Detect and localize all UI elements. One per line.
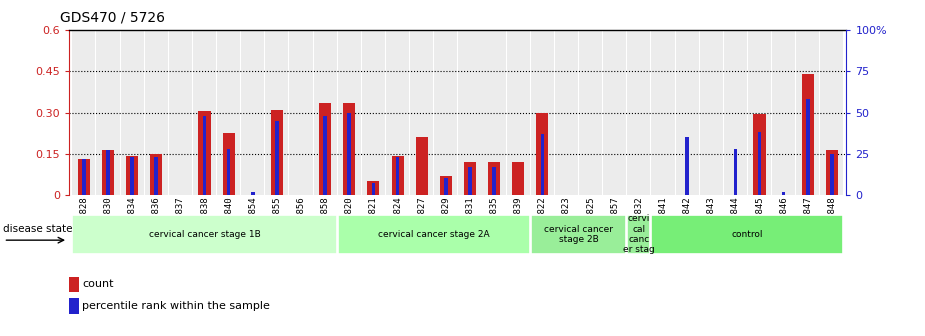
Bar — [199, 111, 211, 195]
Bar — [758, 132, 761, 195]
Bar — [531, 30, 554, 195]
Bar — [444, 178, 448, 195]
Bar — [227, 149, 230, 195]
Bar — [223, 133, 235, 195]
Bar — [464, 162, 476, 195]
Bar — [120, 30, 143, 195]
Text: disease state: disease state — [4, 223, 73, 234]
Bar — [468, 167, 472, 195]
Bar — [102, 150, 114, 195]
Text: cervical cancer stage 1B: cervical cancer stage 1B — [149, 230, 260, 239]
Bar — [314, 30, 337, 195]
Bar — [459, 30, 482, 195]
Bar — [826, 150, 838, 195]
Bar — [386, 30, 409, 195]
Bar — [410, 30, 433, 195]
Text: count: count — [82, 280, 114, 289]
Bar — [168, 30, 192, 195]
Text: GDS470 / 5726: GDS470 / 5726 — [60, 10, 166, 24]
Bar — [748, 30, 771, 195]
Bar — [734, 149, 737, 195]
Bar — [130, 157, 134, 195]
Bar — [265, 30, 289, 195]
Bar — [434, 30, 457, 195]
Bar — [782, 192, 785, 195]
Bar — [492, 167, 496, 195]
Bar — [772, 30, 796, 195]
Bar — [555, 30, 578, 195]
Bar — [579, 30, 602, 195]
Bar — [69, 277, 79, 292]
Bar — [483, 30, 506, 195]
Bar — [150, 154, 162, 195]
Bar — [193, 30, 216, 195]
Bar — [72, 215, 337, 254]
Bar — [723, 30, 747, 195]
Bar — [72, 30, 95, 195]
Bar — [367, 181, 379, 195]
Bar — [217, 30, 241, 195]
Bar — [802, 74, 814, 195]
Bar — [271, 110, 283, 195]
Text: cervi
cal
canc
er stag: cervi cal canc er stag — [623, 214, 655, 254]
Bar — [685, 137, 689, 195]
Bar — [439, 176, 451, 195]
Bar — [241, 30, 265, 195]
Bar — [651, 215, 844, 254]
Bar — [806, 99, 809, 195]
Bar — [126, 157, 138, 195]
Bar — [531, 215, 626, 254]
Bar — [290, 30, 313, 195]
Bar — [106, 151, 110, 195]
Text: control: control — [732, 230, 763, 239]
Bar — [324, 116, 327, 195]
Bar — [96, 30, 119, 195]
Bar — [343, 103, 355, 195]
Bar — [488, 162, 500, 195]
Bar — [154, 157, 158, 195]
Bar — [396, 157, 400, 195]
Bar — [391, 157, 403, 195]
Bar — [536, 113, 549, 195]
Bar — [754, 114, 766, 195]
Text: cervical cancer stage 2A: cervical cancer stage 2A — [378, 230, 489, 239]
Bar — [796, 30, 820, 195]
Bar — [651, 30, 674, 195]
Bar — [69, 298, 79, 314]
Bar — [82, 159, 86, 195]
Bar — [338, 215, 530, 254]
Bar — [627, 30, 650, 195]
Text: percentile rank within the sample: percentile rank within the sample — [82, 301, 270, 311]
Bar — [830, 154, 833, 195]
Bar — [338, 30, 361, 195]
Bar — [319, 103, 331, 195]
Bar — [275, 121, 278, 195]
Bar — [78, 159, 90, 195]
Bar — [699, 30, 722, 195]
Bar — [203, 116, 206, 195]
Bar — [144, 30, 167, 195]
Bar — [372, 183, 376, 195]
Bar — [251, 192, 254, 195]
Bar — [415, 137, 427, 195]
Bar — [627, 215, 650, 254]
Bar — [507, 30, 530, 195]
Text: cervical cancer
stage 2B: cervical cancer stage 2B — [544, 225, 613, 244]
Bar — [512, 162, 524, 195]
Bar — [675, 30, 698, 195]
Bar — [362, 30, 385, 195]
Bar — [603, 30, 626, 195]
Bar — [540, 134, 544, 195]
Bar — [820, 30, 844, 195]
Bar — [348, 113, 352, 195]
